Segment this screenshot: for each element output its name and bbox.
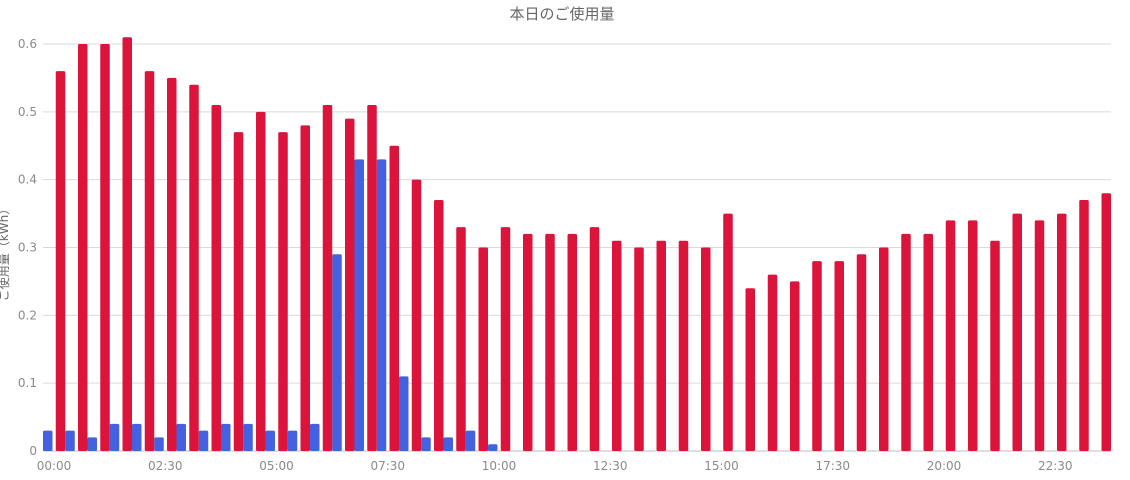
- bar-series1[interactable]: [176, 423, 187, 451]
- bar-series2[interactable]: [523, 233, 533, 451]
- bar-series2[interactable]: [434, 200, 444, 451]
- bar-series1[interactable]: [198, 430, 209, 451]
- bar-series1[interactable]: [465, 430, 476, 451]
- bar-series2[interactable]: [812, 261, 822, 451]
- bar-series2[interactable]: [211, 105, 222, 452]
- bar-series2[interactable]: [678, 240, 689, 451]
- bar-series2[interactable]: [1079, 200, 1089, 451]
- bar-series2[interactable]: [879, 247, 889, 452]
- bar-series2[interactable]: [834, 261, 845, 451]
- bar-series2[interactable]: [122, 37, 133, 451]
- x-tick-label: 17:30: [815, 459, 850, 473]
- y-tick-label: 0.1: [18, 376, 37, 390]
- bar-series1[interactable]: [354, 159, 365, 451]
- bar-series2[interactable]: [367, 105, 377, 452]
- bar-series1[interactable]: [399, 376, 409, 451]
- bar-series1[interactable]: [109, 423, 120, 451]
- x-tick-label: 22:30: [1038, 459, 1073, 473]
- y-tick-label: 0.5: [18, 105, 37, 119]
- bar-series2[interactable]: [1057, 213, 1067, 451]
- chart-title: 本日のご使用量: [509, 5, 614, 23]
- bar-series2[interactable]: [500, 227, 511, 451]
- y-tick-label: 0.6: [18, 37, 37, 51]
- bar-series2[interactable]: [856, 254, 867, 451]
- x-tick-label: 20:00: [927, 459, 962, 473]
- x-tick-label: 07:30: [370, 459, 405, 473]
- x-tick-label: 00:00: [37, 459, 72, 473]
- bar-series2[interactable]: [389, 145, 400, 451]
- bar-series2[interactable]: [767, 274, 778, 451]
- bar-series2[interactable]: [723, 213, 733, 451]
- bar-series2[interactable]: [233, 132, 244, 451]
- bar-series1[interactable]: [310, 423, 320, 451]
- y-tick-label: 0.3: [18, 241, 37, 255]
- x-tick-label: 15:00: [704, 459, 739, 473]
- bar-series1[interactable]: [154, 437, 164, 451]
- bar-series2[interactable]: [589, 227, 600, 451]
- bar-series2[interactable]: [701, 247, 711, 452]
- bar-series2[interactable]: [478, 247, 489, 452]
- bar-series2[interactable]: [456, 227, 466, 451]
- x-tick-label: 10:00: [482, 459, 517, 473]
- bar-series2[interactable]: [411, 179, 422, 452]
- bar-series2[interactable]: [167, 77, 177, 452]
- bar-series2[interactable]: [55, 71, 66, 451]
- bar-series2[interactable]: [634, 247, 644, 452]
- bar-series2[interactable]: [322, 105, 333, 452]
- bar-series2[interactable]: [345, 118, 355, 452]
- y-tick-label: 0.2: [18, 308, 37, 322]
- y-axis-label: ご使用量（kWh）: [0, 203, 11, 301]
- x-axis-ticks: 00:00 02:30 05:00 07:30 10:00 12:30 15:00 17:30…: [37, 459, 1073, 473]
- bar-series1[interactable]: [65, 430, 75, 451]
- bar-series2[interactable]: [256, 111, 266, 451]
- y-axis-ticks: 0 0.1 0.2 0.3 0.4 0.5 0.6: [18, 37, 37, 458]
- bar-series2[interactable]: [612, 240, 622, 451]
- bar-series2[interactable]: [278, 132, 288, 451]
- x-tick-label: 02:30: [148, 459, 183, 473]
- bar-series1[interactable]: [87, 437, 98, 451]
- bar-series1[interactable]: [443, 437, 454, 451]
- bar-series1[interactable]: [332, 254, 342, 451]
- bar-series2[interactable]: [144, 71, 155, 451]
- bar-series2[interactable]: [100, 44, 110, 451]
- bar-series2[interactable]: [968, 220, 978, 451]
- bar-series2[interactable]: [1101, 193, 1112, 452]
- bar-series2[interactable]: [656, 240, 667, 451]
- bar-series2[interactable]: [78, 44, 88, 451]
- x-tick-label: 12:30: [593, 459, 628, 473]
- bar-series1[interactable]: [287, 430, 298, 451]
- bar-series1[interactable]: [265, 430, 276, 451]
- bar-series2[interactable]: [300, 125, 311, 452]
- bar-series2[interactable]: [990, 240, 1000, 451]
- bar-series2[interactable]: [945, 220, 956, 451]
- bar-series1[interactable]: [376, 159, 387, 451]
- bar-series1[interactable]: [421, 437, 431, 451]
- bar-series2[interactable]: [1034, 220, 1045, 451]
- bar-series1[interactable]: [488, 444, 498, 451]
- bar-series2[interactable]: [567, 233, 578, 451]
- bar-series2[interactable]: [545, 233, 555, 451]
- bars: [43, 37, 1112, 452]
- bar-series2[interactable]: [901, 233, 911, 451]
- bar-series2[interactable]: [189, 84, 199, 451]
- x-tick-label: 05:00: [259, 459, 294, 473]
- bar-series1[interactable]: [221, 423, 231, 451]
- y-tick-label: 0.4: [18, 173, 37, 187]
- bar-series2[interactable]: [790, 281, 800, 451]
- bar-series1[interactable]: [243, 423, 253, 451]
- y-tick-label: 0: [29, 444, 37, 458]
- bar-series1[interactable]: [132, 423, 142, 451]
- bar-series2[interactable]: [1012, 213, 1023, 451]
- bar-series1[interactable]: [43, 430, 53, 451]
- bar-series2[interactable]: [923, 233, 934, 451]
- bar-series2[interactable]: [745, 288, 756, 451]
